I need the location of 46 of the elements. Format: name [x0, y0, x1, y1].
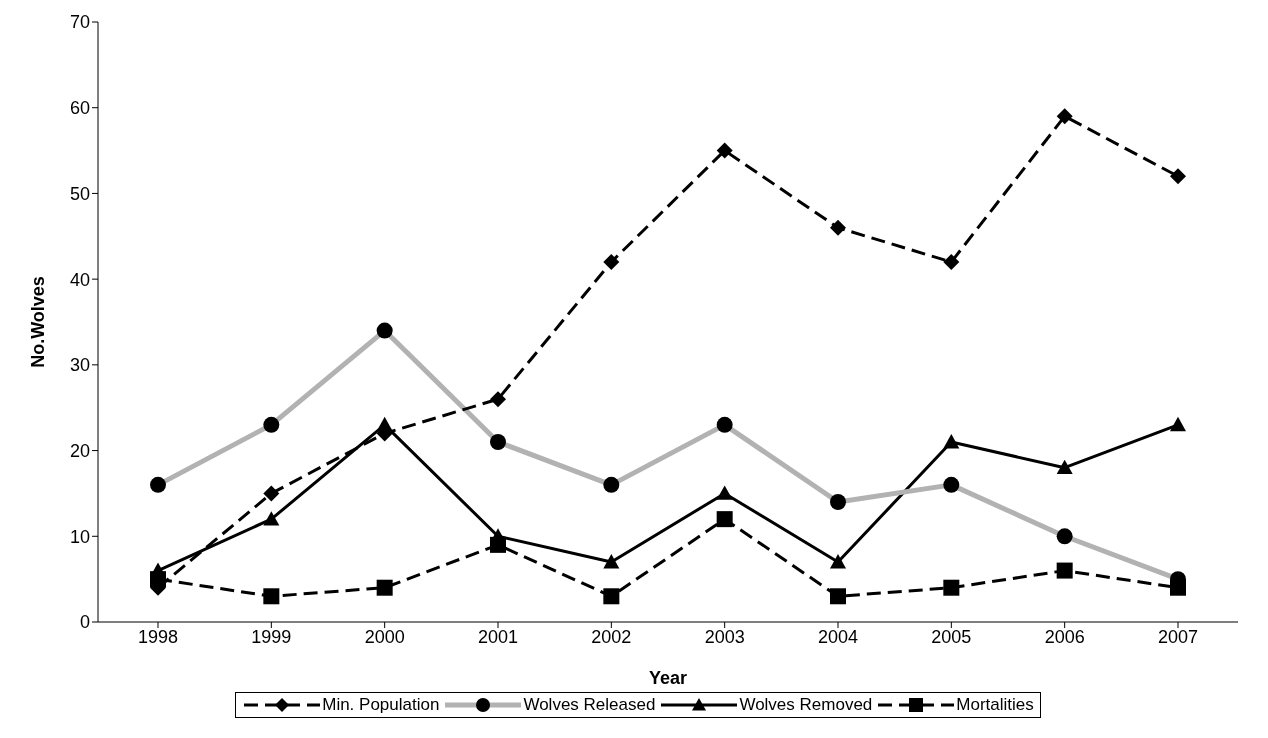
y-tick-label: 0 — [79, 612, 90, 633]
x-tick-label: 2003 — [704, 626, 745, 647]
x-tick-label: 2005 — [931, 626, 972, 647]
point — [490, 391, 506, 408]
x-tick-label: 2006 — [1044, 626, 1085, 647]
y-axis-title: No.Wolves — [28, 276, 49, 368]
point — [1170, 168, 1186, 185]
x-tick-label: 2000 — [364, 626, 405, 647]
y-tick-label: 70 — [69, 12, 90, 33]
point — [603, 588, 620, 605]
x-axis-title: Year — [648, 668, 688, 688]
legend-label: Min. Population — [322, 695, 440, 715]
point — [1056, 108, 1073, 125]
x-tick-label: 2001 — [477, 626, 519, 647]
point — [943, 579, 960, 596]
point — [830, 588, 846, 605]
x-tick-label: 2002 — [591, 626, 632, 647]
point — [943, 254, 960, 270]
point — [716, 511, 733, 528]
y-tick-label: 60 — [69, 98, 90, 119]
y-tick-label: 50 — [69, 183, 90, 204]
legend-label: Mortalities — [956, 695, 1034, 715]
point — [263, 485, 280, 502]
x-tick-label: 2007 — [1157, 626, 1199, 647]
y-tick-label: 20 — [69, 440, 90, 461]
y-tick-label: 10 — [69, 526, 90, 547]
point — [716, 485, 733, 500]
x-tick-label: 1998 — [137, 626, 179, 647]
legend-label: Wolves Removed — [739, 695, 873, 715]
x-tick-label: 1999 — [251, 626, 292, 647]
point — [376, 579, 393, 596]
y-tick-label: 40 — [69, 269, 90, 290]
point — [1056, 562, 1073, 579]
x-tick-label: 2004 — [817, 626, 859, 647]
point — [1170, 416, 1186, 432]
legend-label: Wolves Released — [523, 695, 656, 715]
point — [263, 588, 280, 605]
point — [830, 554, 846, 569]
point — [716, 142, 733, 159]
point — [263, 511, 280, 526]
point — [603, 554, 620, 569]
point — [603, 254, 620, 270]
point — [1056, 459, 1073, 475]
point — [943, 434, 960, 449]
y-tick-label: 30 — [69, 355, 90, 376]
point — [830, 219, 846, 236]
